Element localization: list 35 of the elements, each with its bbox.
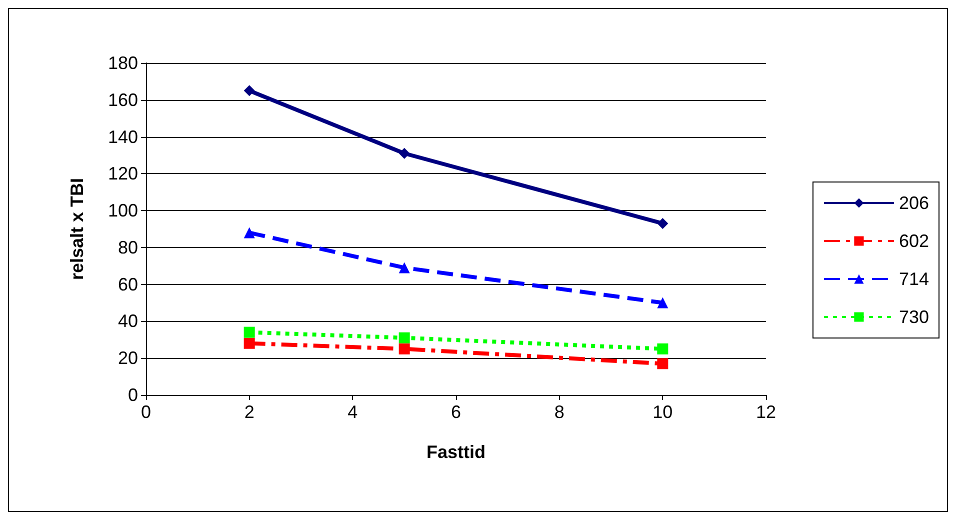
- y-tick-label: 140: [108, 126, 138, 147]
- point: [244, 85, 255, 96]
- y-tick-label: 80: [118, 237, 138, 258]
- legend-label: 206: [898, 193, 930, 213]
- y-tick-label: 100: [108, 200, 138, 221]
- point: [398, 332, 410, 344]
- y-tick-label: 60: [118, 274, 138, 294]
- point: [398, 262, 410, 274]
- x-tick-label: 4: [348, 402, 358, 422]
- legend-label: 714: [898, 269, 930, 289]
- point: [657, 358, 668, 370]
- point: [244, 326, 255, 338]
- x-tick-label: 8: [554, 402, 564, 422]
- x-tick-label: 0: [140, 402, 152, 422]
- y-tick-label: 160: [108, 90, 138, 110]
- x-tick-label: 6: [450, 402, 462, 422]
- point: [244, 338, 255, 349]
- point: [657, 218, 668, 229]
- x-axis-title: Fasttid: [426, 442, 486, 462]
- x-tick-label: 12: [756, 402, 776, 422]
- point: [398, 148, 410, 159]
- legend-label: 730: [898, 307, 930, 327]
- y-axis-title: relsalt x TBI: [67, 178, 87, 280]
- y-tick-label: 120: [108, 164, 138, 184]
- y-tick-label: 180: [108, 53, 138, 73]
- point: [398, 343, 410, 354]
- point: [657, 343, 668, 354]
- y-tick-label: 40: [118, 311, 138, 332]
- point: [657, 297, 668, 308]
- x-tick-label: 10: [652, 402, 673, 422]
- y-tick-label: 20: [118, 348, 138, 368]
- point: [244, 227, 255, 238]
- y-tick-label: 0: [128, 385, 138, 405]
- x-tick-label: 2: [244, 402, 254, 422]
- legend-label: 602: [898, 231, 930, 251]
